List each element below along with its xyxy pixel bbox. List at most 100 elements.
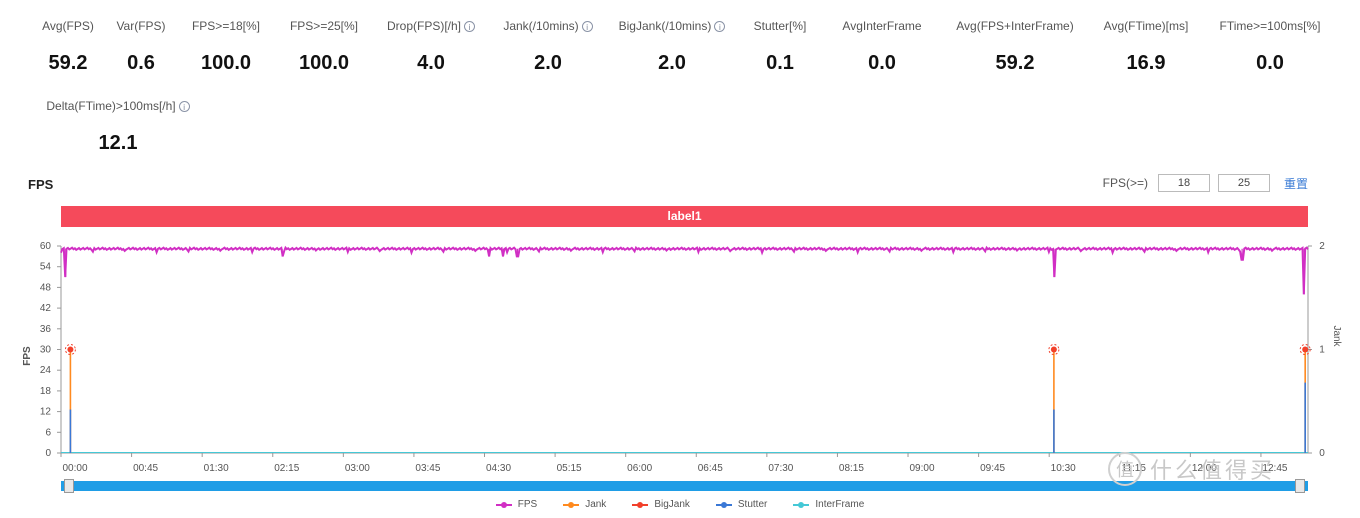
bigjank-point (1050, 346, 1057, 353)
metric-value: 0.1 (766, 52, 794, 74)
metric-label-text: Stutter[%] (753, 19, 807, 33)
metric-label: Stutter[%] (690, 18, 870, 34)
y-tick-label: 30 (40, 345, 52, 356)
metric-card: Var(FPS) 0.6 (51, 18, 231, 75)
legend-item-jank[interactable]: Jank (563, 499, 606, 510)
time-range-slider[interactable] (61, 479, 1308, 493)
y-tick-label: 48 (40, 282, 52, 293)
info-icon[interactable]: i (178, 101, 190, 113)
y2-tick-label: 0 (1319, 448, 1325, 459)
label-band[interactable]: label1 (61, 206, 1308, 227)
legend-swatch (632, 501, 649, 508)
y2-tick-label: 1 (1319, 345, 1325, 356)
metric-card: FPS>=18[%] 100.0 (136, 18, 316, 75)
legend-swatch (495, 501, 512, 508)
metric-card: BigJank(/10mins) i 2.0 (582, 18, 762, 75)
watermark-text: 什么值得买 (1150, 458, 1276, 483)
fps-threshold-input-1[interactable] (1157, 174, 1210, 192)
reset-button[interactable]: 重置 (1283, 176, 1308, 191)
bigjank-marker (1048, 344, 1060, 355)
x-tick-label: 05:15 (557, 463, 582, 472)
metric-card: Delta(FTime)>100ms[/h] i 12.1 (28, 98, 208, 155)
bigjank-marker (1299, 344, 1311, 355)
bigjank-point (67, 346, 74, 353)
info-icon[interactable]: i (714, 21, 726, 33)
bigjank-point (1302, 346, 1309, 353)
y-tick-label: 12 (40, 407, 52, 418)
x-tick-label: 06:00 (627, 463, 652, 472)
fps-series-line (60, 245, 1309, 295)
legend-label: Jank (585, 499, 607, 510)
legend-swatch (563, 501, 580, 508)
x-tick-label: 06:45 (698, 463, 723, 472)
metric-label-text: FTime>=100ms[%] (1219, 19, 1321, 33)
fps-section-title: FPS (28, 177, 54, 192)
metric-value: 59.2 (48, 52, 88, 74)
y-tick-label: 42 (40, 303, 52, 314)
x-tick-label: 12:00 (1192, 463, 1217, 472)
chart-legend: FPS Jank BigJank Stutter InterFrame (0, 499, 1360, 510)
metric-value: 12.1 (98, 132, 138, 154)
metric-label-text: FPS>=25[%] (289, 19, 359, 33)
y2-tick-label: 2 (1319, 241, 1325, 252)
x-tick-label: 03:45 (415, 463, 440, 472)
y-tick-label: 54 (40, 262, 52, 273)
x-tick-label: 04:30 (486, 463, 511, 472)
metric-label: Var(FPS) (51, 18, 231, 34)
metric-value: 0.0 (1256, 52, 1284, 74)
y-tick-label: 0 (45, 448, 51, 459)
metric-label-text: Delta(FTime)>100ms[/h] (46, 99, 176, 113)
legend-item-fps[interactable]: FPS (495, 499, 538, 510)
slider-start-handle[interactable] (64, 479, 74, 493)
metric-card: AvgInterFrame 0.0 (792, 18, 972, 75)
metric-value: 100.0 (298, 52, 350, 74)
x-tick-label: 03:00 (345, 463, 370, 472)
x-tick-label: 10:30 (1051, 463, 1076, 472)
metric-label: FPS>=18[%] (136, 18, 316, 34)
fps-threshold-label: FPS(>=) (1102, 176, 1148, 190)
metric-label: AvgInterFrame (792, 18, 972, 34)
metric-label: BigJank(/10mins) i (582, 18, 762, 34)
y-tick-label: 60 (40, 241, 52, 252)
metric-label-text: Var(FPS) (116, 19, 166, 33)
metric-value: 2.0 (658, 52, 686, 74)
slider-end-handle[interactable] (1295, 479, 1305, 493)
info-icon[interactable]: i (581, 21, 593, 33)
info-icon[interactable]: i (464, 21, 475, 33)
metric-card: Jank(/10mins) i 2.0 (458, 18, 638, 75)
y-tick-label: 18 (40, 386, 52, 397)
fps-threshold-input-2[interactable] (1217, 174, 1270, 192)
metric-card: Avg(FPS+InterFrame) 59.2 (925, 18, 1105, 75)
y-tick-label: 36 (40, 324, 52, 335)
legend-swatch (715, 501, 732, 508)
legend-item-stutter[interactable]: Stutter (715, 499, 767, 510)
watermark-seal-icon: 值 (1108, 452, 1142, 486)
metric-label: Drop(FPS)[/h] i (341, 18, 521, 34)
metric-value: 0.6 (127, 52, 155, 74)
metric-value: 16.9 (1126, 52, 1166, 74)
x-tick-label: 02:15 (274, 463, 299, 472)
metric-label-text: AvgInterFrame (842, 19, 922, 33)
x-tick-label: 09:45 (980, 463, 1005, 472)
x-tick-label: 07:30 (768, 463, 793, 472)
metric-label: Avg(FTime)[ms] (1056, 18, 1236, 34)
x-tick-label: 09:00 (910, 463, 935, 472)
fps-threshold-controls: FPS(>=) 重置 (1103, 174, 1308, 192)
metric-card: Avg(FTime)[ms] 16.9 (1056, 18, 1236, 75)
metric-label-text: Avg(FTime)[ms] (1103, 19, 1189, 33)
legend-label: InterFrame (815, 499, 865, 510)
x-tick-label: 12:45 (1262, 463, 1287, 472)
metric-label: FTime>=100ms[%] (1180, 18, 1360, 34)
metric-value: 59.2 (995, 52, 1035, 74)
y-axis-title: FPS (22, 346, 33, 366)
metric-label-text: Jank(/10mins) (503, 19, 579, 33)
legend-item-interframe[interactable]: InterFrame (793, 499, 864, 510)
metric-value: 4.0 (417, 52, 445, 74)
bigjank-marker (64, 344, 76, 355)
legend-item-bigjank[interactable]: BigJank (632, 499, 690, 510)
legend-label: FPS (517, 499, 538, 510)
metric-label: Avg(FPS+InterFrame) (925, 18, 1105, 34)
metric-label: Jank(/10mins) i (458, 18, 638, 34)
metric-label: Delta(FTime)>100ms[/h] i (28, 98, 208, 114)
